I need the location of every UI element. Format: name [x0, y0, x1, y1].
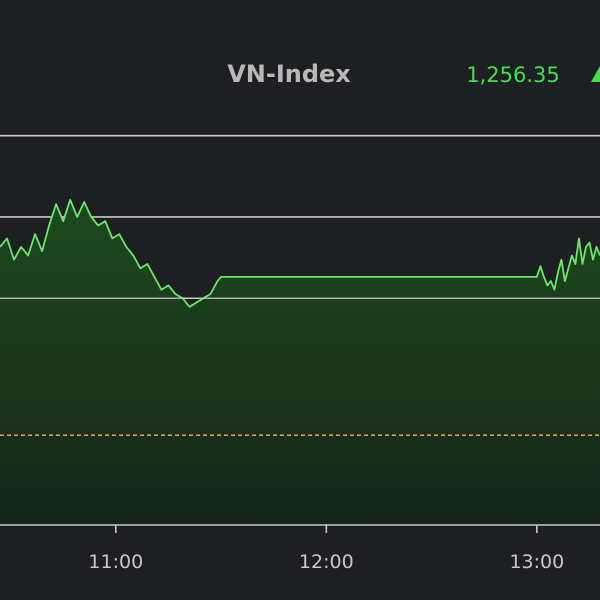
area-fill: [0, 199, 600, 526]
x-tick-label: 11:00: [88, 551, 143, 573]
price-area: [0, 198, 600, 526]
x-tick-label: 12:00: [299, 551, 354, 573]
chart-title: VN-Index: [227, 60, 351, 88]
index-price: 1,256.35: [466, 63, 560, 87]
x-axis: 11:00 12:00 13:00: [0, 524, 600, 573]
x-tick-label: 13:00: [509, 551, 564, 573]
triangle-up-icon: [591, 66, 600, 82]
